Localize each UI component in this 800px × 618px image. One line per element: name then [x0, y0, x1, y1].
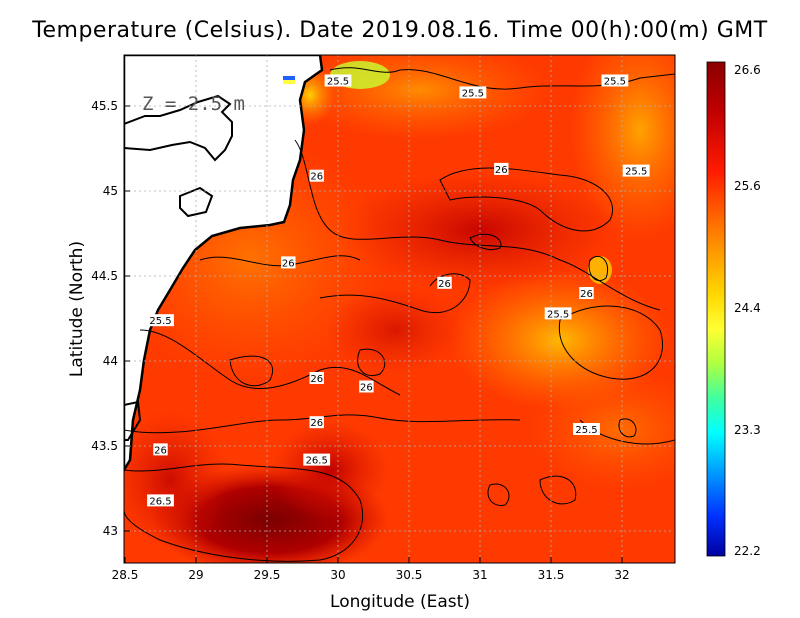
- svg-text:26: 26: [282, 258, 295, 269]
- colorbar-tick: 25.6: [734, 179, 761, 193]
- chart-title: Temperature (Celsius). Date 2019.08.16. …: [32, 18, 768, 43]
- svg-text:26: 26: [310, 418, 323, 429]
- y-axis: 43 43.5 44 44.5 45 45.5 Latitude (North): [67, 99, 130, 538]
- contour-label: 26: [494, 162, 509, 176]
- x-tick-label: 32: [614, 568, 629, 582]
- contour-label: 25.5: [459, 86, 487, 99]
- contour-label: 26: [359, 380, 374, 394]
- x-tick-label: 28.5: [112, 568, 139, 582]
- x-tick-label: 31: [472, 568, 487, 582]
- x-tick-label: 29: [188, 568, 203, 582]
- x-tick-label: 30.5: [396, 568, 423, 582]
- colorbar: 26.6 25.6 24.4 23.3 22.2: [706, 61, 761, 558]
- y-tick-label: 45.5: [91, 99, 118, 113]
- y-tick-label: 44: [103, 354, 118, 368]
- x-tick-label: 29.5: [254, 568, 281, 582]
- temperature-field: [124, 55, 675, 563]
- contour-label: 26: [309, 169, 324, 183]
- grid-lines: [124, 55, 675, 563]
- colorbar-tick: 24.4: [734, 301, 761, 315]
- contour-label: 26.5: [147, 494, 174, 507]
- y-axis-label: Latitude (North): [67, 241, 87, 377]
- svg-text:25.5: 25.5: [625, 167, 647, 178]
- svg-text:26.5: 26.5: [306, 456, 328, 467]
- svg-text:25.5: 25.5: [575, 425, 597, 436]
- colorbar-tick: 26.6: [734, 63, 761, 77]
- contour-label: 26: [579, 287, 594, 300]
- y-tick-label: 45: [103, 184, 118, 198]
- contour-label: 26: [309, 372, 324, 385]
- contour-labels: 25.5 25.5 25.5 26 25.5 26 26 26 26 25.5 25.5 26 26 26…: [147, 74, 650, 507]
- depth-label: Z = 2.5 m: [142, 93, 245, 115]
- colorbar-tick: 23.3: [734, 423, 761, 437]
- y-tick-label: 44.5: [91, 269, 118, 283]
- x-tick-label: 30: [330, 568, 345, 582]
- x-axis: 28.5 29 29.5 30 30.5 31 31.5 32 Longitud…: [112, 557, 630, 612]
- contour-label: 25.5: [324, 74, 352, 88]
- svg-text:26: 26: [495, 165, 508, 176]
- svg-text:25.5: 25.5: [462, 88, 484, 99]
- svg-text:25.5: 25.5: [327, 77, 349, 88]
- colorbar-tick: 22.2: [734, 544, 761, 558]
- contour-label: 25.5: [573, 423, 600, 436]
- svg-text:26: 26: [360, 383, 373, 394]
- svg-text:26: 26: [310, 172, 323, 183]
- land-area: [124, 55, 324, 473]
- svg-text:26: 26: [154, 445, 167, 456]
- x-tick-label: 31.5: [538, 568, 565, 582]
- contour-label: 26: [437, 276, 452, 290]
- contour-label: 26: [281, 256, 296, 269]
- contour-label: 25.5: [147, 314, 174, 327]
- contour-label: 26.5: [303, 453, 331, 467]
- svg-text:26.5: 26.5: [149, 496, 171, 507]
- svg-text:25.5: 25.5: [547, 309, 569, 320]
- contour-label: 25.5: [544, 307, 572, 320]
- svg-text:26: 26: [580, 289, 593, 300]
- x-axis-label: Longitude (East): [330, 592, 470, 612]
- svg-text:25.5: 25.5: [149, 316, 171, 327]
- contour-label: 25.5: [601, 74, 629, 88]
- contour-label: 25.5: [622, 164, 650, 178]
- svg-text:25.5: 25.5: [604, 77, 626, 88]
- y-tick-label: 43: [103, 524, 118, 538]
- colorbar-scale: [706, 61, 726, 557]
- plot-frame: [123, 54, 676, 564]
- contour-label: 26: [309, 416, 324, 429]
- contour-label: 26: [153, 443, 168, 456]
- y-tick-label: 43.5: [91, 439, 118, 453]
- svg-text:26: 26: [438, 279, 451, 290]
- svg-text:26: 26: [310, 374, 323, 385]
